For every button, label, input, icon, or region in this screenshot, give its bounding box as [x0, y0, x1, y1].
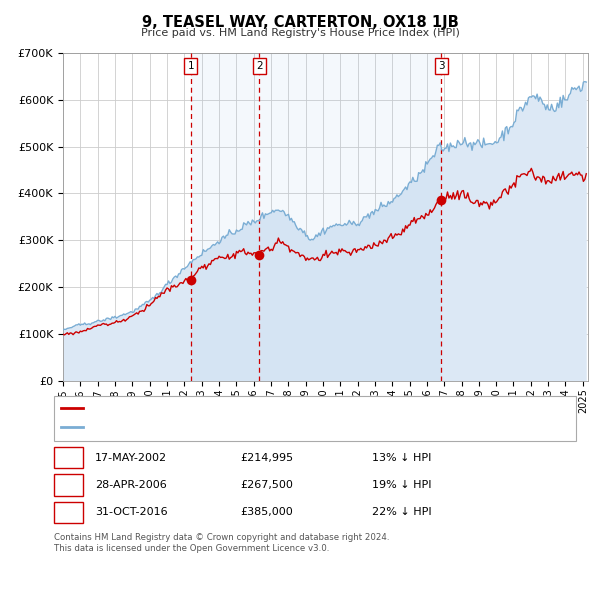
- Text: 3: 3: [65, 506, 72, 519]
- Text: 2: 2: [256, 61, 262, 71]
- Text: 22% ↓ HPI: 22% ↓ HPI: [372, 507, 431, 517]
- Text: HPI: Average price, detached house, West Oxfordshire: HPI: Average price, detached house, West…: [88, 422, 370, 432]
- Text: £267,500: £267,500: [240, 480, 293, 490]
- Text: 17-MAY-2002: 17-MAY-2002: [95, 453, 167, 463]
- Text: 28-APR-2006: 28-APR-2006: [95, 480, 167, 490]
- Text: Price paid vs. HM Land Registry's House Price Index (HPI): Price paid vs. HM Land Registry's House …: [140, 28, 460, 38]
- Bar: [259, 53, 441, 381]
- Text: £214,995: £214,995: [240, 453, 293, 463]
- Text: 2: 2: [65, 478, 72, 491]
- Text: 19% ↓ HPI: 19% ↓ HPI: [372, 480, 431, 490]
- Text: 3: 3: [438, 61, 445, 71]
- Text: 1: 1: [65, 451, 72, 464]
- Bar: [191, 53, 259, 381]
- Text: 9, TEASEL WAY, CARTERTON, OX18 1JB: 9, TEASEL WAY, CARTERTON, OX18 1JB: [142, 15, 458, 30]
- Text: 31-OCT-2016: 31-OCT-2016: [95, 507, 167, 517]
- Text: 13% ↓ HPI: 13% ↓ HPI: [372, 453, 431, 463]
- Text: 1: 1: [187, 61, 194, 71]
- Text: £385,000: £385,000: [240, 507, 293, 517]
- Text: This data is licensed under the Open Government Licence v3.0.: This data is licensed under the Open Gov…: [54, 544, 329, 553]
- Text: 9, TEASEL WAY, CARTERTON, OX18 1JB (detached house): 9, TEASEL WAY, CARTERTON, OX18 1JB (deta…: [88, 404, 383, 413]
- Text: Contains HM Land Registry data © Crown copyright and database right 2024.: Contains HM Land Registry data © Crown c…: [54, 533, 389, 542]
